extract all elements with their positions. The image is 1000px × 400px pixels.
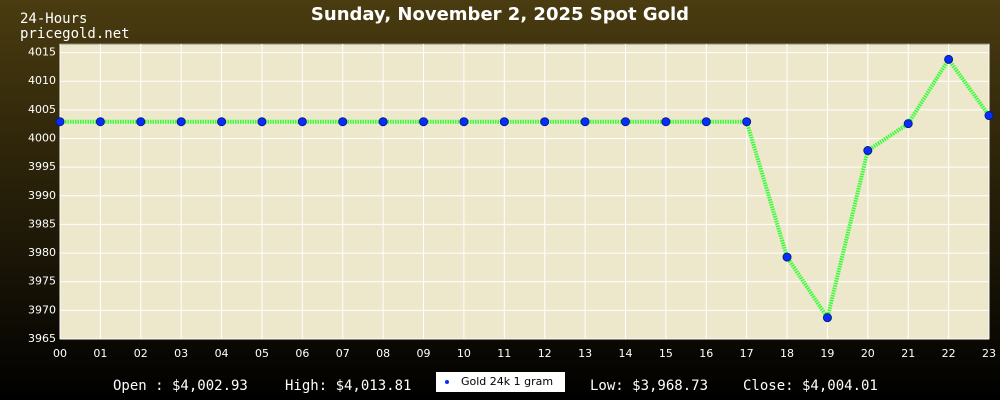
low-stat: Low: $3,968.73 (590, 378, 708, 394)
data-point (742, 117, 752, 127)
x-tick-label: 20 (861, 347, 875, 360)
x-tick-label: 10 (457, 347, 471, 360)
data-point (217, 117, 227, 127)
data-point (822, 313, 832, 323)
data-point (297, 117, 307, 127)
x-tick-label: 14 (618, 347, 632, 360)
legend-box (436, 372, 565, 392)
y-tick-label: 4010 (28, 74, 56, 87)
data-point (903, 119, 913, 129)
y-tick-label: 3970 (28, 303, 56, 316)
data-point (984, 111, 994, 121)
x-tick-label: 21 (901, 347, 915, 360)
legend-label: Gold 24k 1 gram (461, 375, 553, 388)
y-tick-label: 4015 (28, 46, 56, 59)
x-tick-label: 11 (497, 347, 511, 360)
data-point (378, 117, 388, 127)
x-tick-label: 12 (538, 347, 552, 360)
period-label: 24-Hours (20, 11, 87, 27)
plot-area (59, 43, 990, 340)
legend-marker (445, 380, 449, 384)
x-tick-label: 06 (295, 347, 309, 360)
x-tick-label: 07 (336, 347, 350, 360)
y-tick-label: 3995 (28, 160, 56, 173)
x-tick-label: 15 (659, 347, 673, 360)
data-point (944, 54, 954, 64)
x-tick-label: 19 (820, 347, 834, 360)
open-stat: Open : $4,002.93 (113, 378, 248, 394)
y-tick-label: 3975 (28, 275, 56, 288)
x-tick-label: 13 (578, 347, 592, 360)
data-point (419, 117, 429, 127)
marks (55, 54, 994, 323)
data-point (338, 117, 348, 127)
data-point (540, 117, 550, 127)
data-point (863, 146, 873, 156)
data-point (782, 252, 792, 262)
source-label: pricegold.net (20, 26, 130, 42)
y-tick-label: 3985 (28, 217, 56, 230)
x-tick-label: 18 (780, 347, 794, 360)
x-tick-label: 05 (255, 347, 269, 360)
data-point (136, 117, 146, 127)
x-tick-label: 16 (699, 347, 713, 360)
data-point (459, 117, 469, 127)
y-tick-label: 4000 (28, 132, 56, 145)
y-tick-label: 4005 (28, 103, 56, 116)
y-tick-label: 3965 (28, 332, 56, 345)
data-point (499, 117, 509, 127)
x-tick-label: 08 (376, 347, 390, 360)
x-tick-label: 03 (174, 347, 188, 360)
x-tick-label: 04 (215, 347, 229, 360)
high-stat: High: $4,013.81 (285, 378, 411, 394)
data-point (55, 117, 65, 127)
data-point (620, 117, 630, 127)
y-tick-label: 3990 (28, 189, 56, 202)
data-point (661, 117, 671, 127)
data-point (257, 117, 267, 127)
x-tick-label: 02 (134, 347, 148, 360)
x-tick-label: 22 (942, 347, 956, 360)
x-tick-label: 00 (53, 347, 67, 360)
close-stat: Close: $4,004.01 (743, 378, 878, 394)
x-tick-label: 23 (982, 347, 996, 360)
data-point (701, 117, 711, 127)
chart-title: Sunday, November 2, 2025 Spot Gold (311, 4, 689, 25)
data-point (580, 117, 590, 127)
x-tick-label: 17 (740, 347, 754, 360)
data-point (176, 117, 186, 127)
grid: 3965 3970 3975 3980 3985 3990 3995 4000 4005 4010… (28, 44, 996, 360)
data-point (95, 117, 105, 127)
y-tick-label: 3980 (28, 246, 56, 259)
x-tick-label: 01 (93, 347, 107, 360)
x-tick-label: 09 (417, 347, 431, 360)
